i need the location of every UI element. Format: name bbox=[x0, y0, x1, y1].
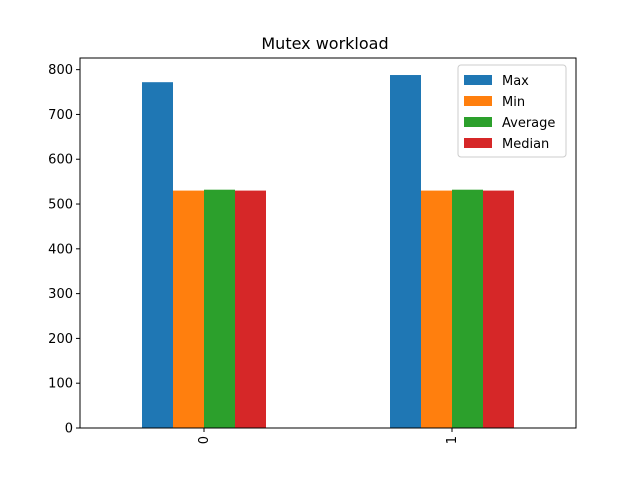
legend-label-max: Max bbox=[502, 74, 529, 89]
y-tick-label: 100 bbox=[48, 377, 73, 392]
bar-average-0 bbox=[204, 189, 235, 428]
y-tick-label: 500 bbox=[48, 198, 73, 213]
legend-swatch-max bbox=[464, 75, 492, 85]
legend-swatch-average bbox=[464, 117, 492, 127]
y-tick-label: 400 bbox=[48, 242, 73, 257]
bar-median-1 bbox=[483, 190, 514, 428]
bar-min-0 bbox=[173, 190, 204, 428]
y-tick-label: 800 bbox=[48, 63, 73, 78]
y-tick-label: 700 bbox=[48, 108, 73, 123]
legend-swatch-median bbox=[464, 138, 492, 148]
chart-title: Mutex workload bbox=[261, 34, 388, 53]
bar-median-0 bbox=[235, 190, 266, 428]
bar-max-1 bbox=[390, 75, 421, 428]
y-tick-label: 300 bbox=[48, 287, 73, 302]
bar-min-1 bbox=[421, 190, 452, 428]
y-tick-label: 0 bbox=[65, 422, 73, 437]
plot-area: 0 100 200 300 400 500 600 700 800 0 1 bbox=[48, 63, 514, 444]
legend-label-average: Average bbox=[502, 116, 555, 131]
y-tick-label: 200 bbox=[48, 332, 73, 347]
plot-frame bbox=[79, 57, 577, 429]
legend-box bbox=[457, 64, 567, 158]
x-tick-label: 0 bbox=[197, 436, 212, 444]
x-tick-label: 1 bbox=[445, 436, 460, 444]
bar-max-0 bbox=[142, 82, 173, 428]
legend-label-min: Min bbox=[502, 95, 525, 110]
bar-average-1 bbox=[452, 189, 483, 428]
legend: Max Min Average Median bbox=[457, 64, 567, 158]
legend-swatch-min bbox=[464, 96, 492, 106]
legend-label-median: Median bbox=[502, 137, 549, 152]
y-tick-label: 600 bbox=[48, 153, 73, 168]
